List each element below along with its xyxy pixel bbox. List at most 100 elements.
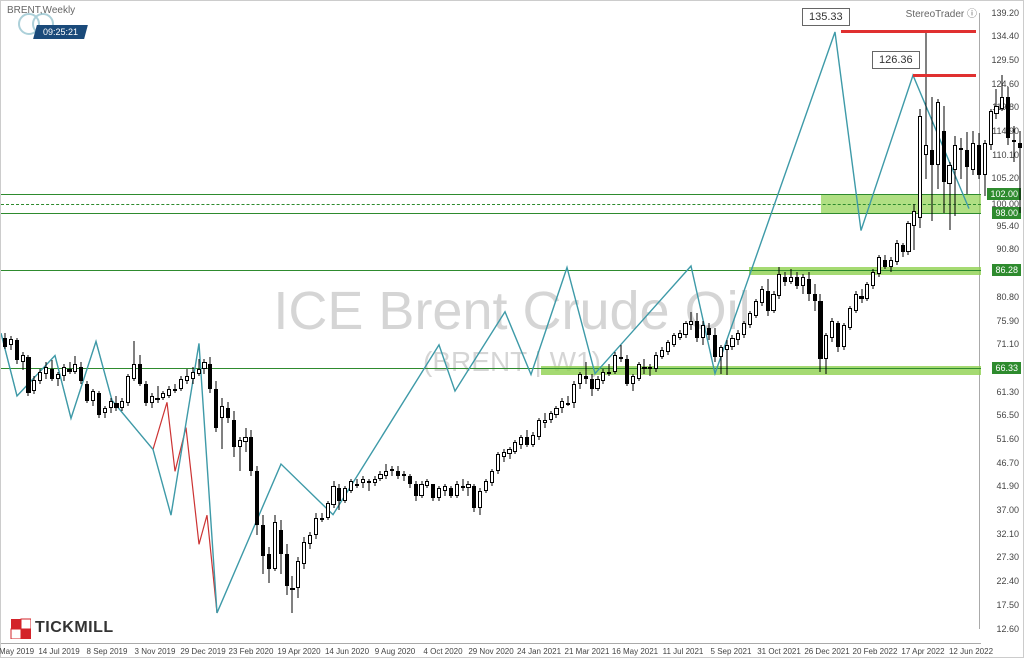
peak-label: 135.33 <box>802 8 850 26</box>
candle <box>355 479 359 489</box>
candle <box>285 544 289 595</box>
candle <box>197 359 201 376</box>
x-tick: 20 Feb 2022 <box>853 647 898 656</box>
candle <box>67 362 71 374</box>
y-tick: 32.10 <box>996 529 1019 539</box>
candle <box>959 138 963 179</box>
candle <box>554 406 558 418</box>
candle <box>942 106 946 213</box>
candle <box>854 291 858 313</box>
candle <box>349 479 353 494</box>
candle <box>155 386 159 403</box>
peak-label: 126.36 <box>872 51 920 69</box>
candle <box>543 413 547 428</box>
resistance-line <box>913 74 976 77</box>
tickmill-logo-text: TICKMILL <box>35 619 114 637</box>
candle <box>719 345 723 374</box>
y-tick: 12.60 <box>996 624 1019 634</box>
candle <box>455 481 459 498</box>
candle <box>179 376 183 391</box>
candle <box>947 162 951 230</box>
candle <box>220 398 224 449</box>
candle <box>824 333 828 374</box>
candle <box>502 449 506 461</box>
candle <box>1018 131 1022 214</box>
candle <box>895 240 899 264</box>
x-tick: 5 Sep 2021 <box>711 647 752 656</box>
candle <box>478 488 482 514</box>
candle <box>9 336 13 350</box>
candle <box>26 355 30 396</box>
candle <box>807 272 811 301</box>
candle <box>924 32 928 180</box>
candle <box>120 398 124 410</box>
candle <box>766 279 770 315</box>
y-level-label: 66.33 <box>992 362 1021 374</box>
y-tick: 56.50 <box>996 410 1019 420</box>
candle <box>384 464 388 479</box>
stereotrader-label: StereoTrader ⓘ <box>906 5 977 20</box>
candle <box>871 269 875 288</box>
candle <box>290 576 294 613</box>
candle <box>138 355 142 387</box>
candle <box>296 557 300 598</box>
x-tick: 8 Sep 2019 <box>87 647 128 656</box>
candle <box>836 321 840 353</box>
candle <box>507 447 511 459</box>
y-tick: 90.80 <box>996 244 1019 254</box>
candle <box>901 243 905 258</box>
candle <box>267 547 271 583</box>
candle <box>848 306 852 330</box>
candle <box>648 364 652 376</box>
candle <box>572 381 576 408</box>
candle <box>601 369 605 384</box>
candle <box>373 476 377 486</box>
x-tick: 26 Dec 2021 <box>804 647 849 656</box>
chart-plot-area[interactable]: 135.33126.36 <box>1 13 981 629</box>
candle <box>642 359 646 374</box>
x-axis: 19 May 201914 Jul 20198 Sep 20193 Nov 20… <box>1 643 981 657</box>
y-tick: 61.30 <box>996 387 1019 397</box>
candle <box>343 486 347 503</box>
candle <box>1006 87 1010 145</box>
candle <box>161 391 165 400</box>
candle <box>408 474 412 489</box>
candle <box>801 274 805 293</box>
candle <box>936 99 940 189</box>
y-tick: 17.50 <box>996 600 1019 610</box>
x-tick: 19 Apr 2020 <box>277 647 320 656</box>
candle <box>666 340 670 355</box>
candle <box>208 357 212 393</box>
y-tick: 41.90 <box>996 481 1019 491</box>
candle <box>994 89 998 118</box>
time-badge: 09:25:21 <box>33 25 88 39</box>
x-tick: 9 Aug 2020 <box>375 647 415 656</box>
y-tick: 71.10 <box>996 339 1019 349</box>
x-tick: 16 May 2021 <box>612 647 658 656</box>
candle <box>443 484 447 496</box>
candle <box>584 362 588 384</box>
candle <box>449 486 453 498</box>
candle <box>202 359 206 374</box>
candle <box>44 362 48 379</box>
candle <box>402 471 406 481</box>
candle <box>977 133 981 179</box>
candle <box>725 340 729 375</box>
candle <box>637 362 641 381</box>
candle <box>971 131 975 175</box>
candle <box>619 345 623 362</box>
candle <box>431 484 435 501</box>
candle <box>396 466 400 478</box>
y-tick: 95.40 <box>996 221 1019 231</box>
candle <box>531 432 535 447</box>
candle <box>173 384 177 394</box>
candle <box>660 347 664 359</box>
candle <box>631 374 635 391</box>
y-tick: 75.90 <box>996 316 1019 326</box>
candle <box>730 335 734 350</box>
candle <box>279 520 283 574</box>
x-tick: 4 Oct 2020 <box>423 647 462 656</box>
candle <box>437 486 441 501</box>
candle <box>771 291 775 313</box>
candle <box>126 374 130 406</box>
